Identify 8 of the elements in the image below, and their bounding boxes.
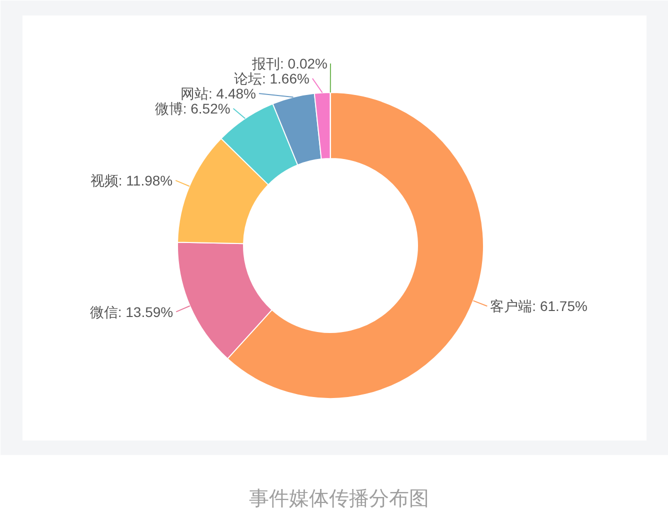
slice-label: 客户端: 61.75%	[490, 298, 588, 314]
slice-label: 报刊: 0.02%	[251, 55, 328, 72]
slice-label: 微博: 6.52%	[154, 100, 230, 116]
slice-label: 微信: 13.59%	[90, 304, 174, 320]
text: 事件媒体传播分布图	[249, 487, 429, 508]
slice-label: 论坛: 1.66%	[234, 70, 310, 86]
slice-label: 视频: 11.98%	[90, 172, 173, 188]
slice-label: 网站: 4.48%	[180, 85, 256, 102]
